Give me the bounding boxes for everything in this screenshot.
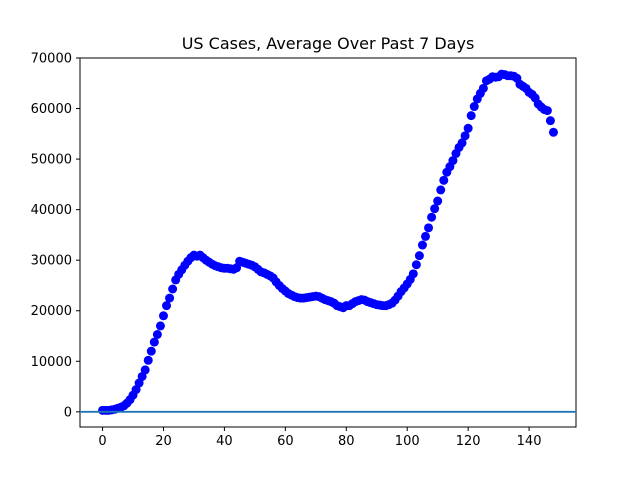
y-tick-label: 0 <box>64 405 72 420</box>
y-tick-label: 70000 <box>31 52 72 67</box>
data-point <box>542 106 552 116</box>
x-tick-label: 0 <box>98 434 106 449</box>
data-point <box>433 196 443 206</box>
data-point <box>140 365 150 375</box>
x-tick-label: 140 <box>517 434 542 449</box>
data-point <box>411 260 421 270</box>
data-point <box>146 346 156 356</box>
y-tick-label: 30000 <box>31 254 72 269</box>
data-point <box>168 284 178 294</box>
x-tick-label: 40 <box>216 434 233 449</box>
data-point <box>408 269 418 279</box>
y-tick-label: 20000 <box>31 304 72 319</box>
data-point <box>457 138 467 148</box>
data-point <box>162 301 172 311</box>
data-point <box>478 83 488 93</box>
data-point <box>466 111 476 121</box>
data-point <box>463 123 473 133</box>
data-point <box>436 185 446 195</box>
data-point <box>460 131 470 141</box>
data-point <box>439 175 449 185</box>
axes-frame <box>79 57 577 428</box>
y-tick-label: 60000 <box>31 102 72 117</box>
data-point <box>545 116 555 126</box>
data-point <box>420 231 430 241</box>
plot-area: 0 20 40 60 80 100 120 140 0 10000 20000 30000 40000 5… <box>31 52 577 449</box>
data-point <box>414 251 424 261</box>
chart-title: US Cases, Average Over Past 7 Days <box>182 34 475 53</box>
x-tick-label: 100 <box>395 434 420 449</box>
data-point <box>155 321 165 331</box>
y-tick-label: 50000 <box>31 153 72 168</box>
x-tick-label: 120 <box>456 434 481 449</box>
y-tick-label: 10000 <box>31 355 72 370</box>
y-tick-label: 40000 <box>31 203 72 218</box>
data-point <box>548 127 558 137</box>
x-tick-label: 60 <box>277 434 294 449</box>
data-point <box>143 355 153 365</box>
data-point <box>152 329 162 339</box>
data-point <box>427 212 437 222</box>
data-point <box>165 293 175 303</box>
x-tick-label: 80 <box>338 434 355 449</box>
data-point <box>149 337 159 347</box>
x-tick-label: 20 <box>155 434 172 449</box>
data-point <box>424 223 434 233</box>
data-point <box>430 204 440 214</box>
data-point <box>469 102 479 112</box>
data-point <box>417 240 427 250</box>
data-point <box>448 156 458 166</box>
data-point <box>158 311 168 321</box>
